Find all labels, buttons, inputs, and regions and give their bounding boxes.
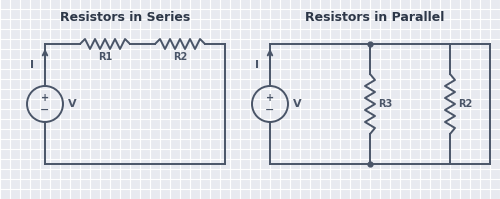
Text: R2: R2: [458, 99, 472, 109]
Text: I: I: [255, 60, 259, 70]
Text: +: +: [41, 93, 49, 103]
Text: Resistors in Parallel: Resistors in Parallel: [306, 11, 444, 24]
Text: −: −: [40, 105, 50, 115]
Text: Resistors in Series: Resistors in Series: [60, 11, 190, 24]
Text: R1: R1: [98, 52, 112, 62]
Text: I: I: [30, 60, 34, 70]
Text: R2: R2: [173, 52, 187, 62]
Text: V: V: [293, 99, 302, 109]
Text: V: V: [68, 99, 76, 109]
Text: +: +: [266, 93, 274, 103]
Text: R3: R3: [378, 99, 392, 109]
Text: −: −: [266, 105, 274, 115]
